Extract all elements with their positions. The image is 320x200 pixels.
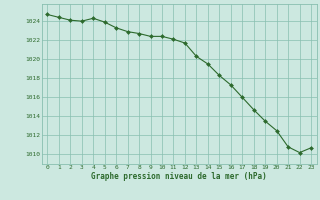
X-axis label: Graphe pression niveau de la mer (hPa): Graphe pression niveau de la mer (hPa) bbox=[91, 172, 267, 181]
